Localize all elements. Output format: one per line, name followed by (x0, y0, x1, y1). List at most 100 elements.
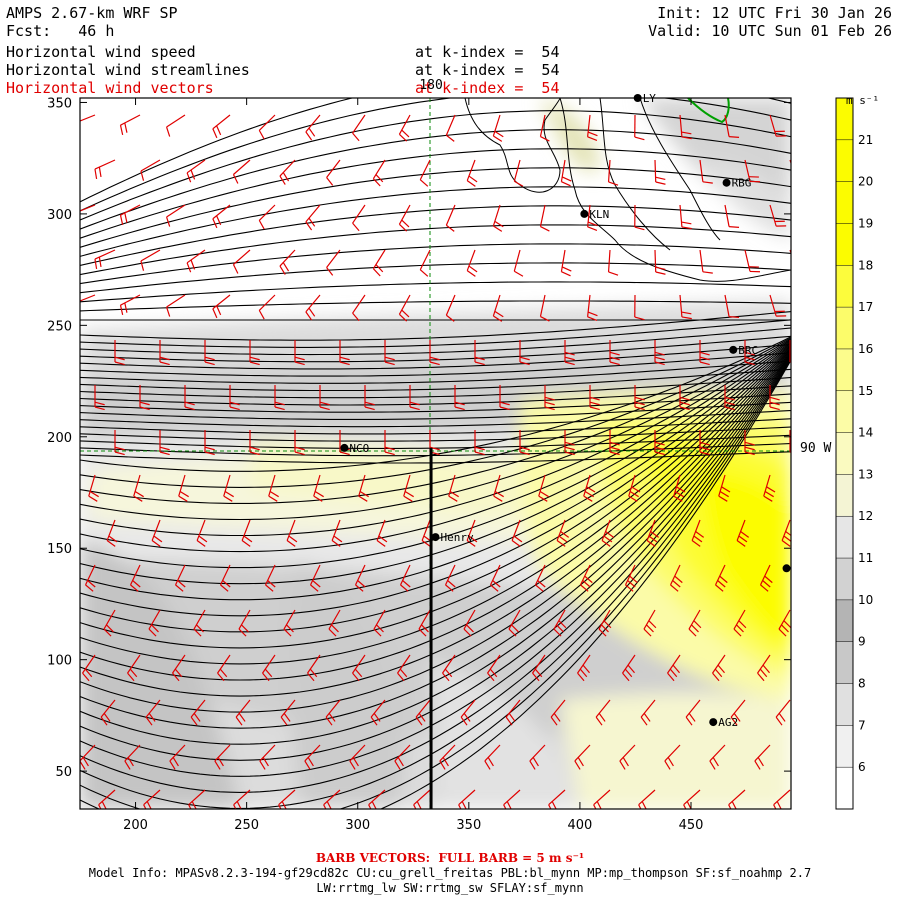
barb-feather (673, 495, 683, 502)
barb-feather (600, 624, 609, 633)
barb-feather (265, 584, 274, 592)
barb-shaft (223, 474, 231, 497)
barb-feather (593, 804, 597, 809)
barb-shaft (553, 609, 566, 630)
barb-feather (309, 668, 318, 678)
barb-feather (172, 757, 179, 767)
barb-feather (744, 361, 755, 366)
barb-shaft (699, 159, 704, 182)
barb-feather (153, 535, 163, 543)
barb-feather (419, 179, 429, 187)
barb-shaft (733, 609, 746, 630)
barb-feather (139, 401, 150, 406)
barb-feather (532, 757, 539, 767)
barb-shaft (166, 294, 186, 308)
streamline (80, 327, 791, 356)
barb-feather (240, 624, 249, 633)
barb-shaft (397, 654, 411, 674)
colorbar-label: 15 (858, 384, 873, 398)
barb-shaft (258, 294, 276, 311)
barb-feather (534, 668, 543, 678)
barb-shaft (489, 564, 501, 586)
barb-feather (538, 495, 548, 502)
barb-feather (582, 580, 591, 588)
barb-feather (650, 531, 660, 538)
barb-feather (372, 178, 381, 187)
streamline (80, 148, 791, 239)
barb-feather (511, 540, 521, 547)
streamline (80, 443, 791, 457)
colorbar-label: 14 (858, 426, 873, 440)
barb-feather (148, 628, 157, 637)
barb-shaft (259, 744, 276, 762)
barb-shaft (669, 564, 681, 586)
streamline (80, 355, 791, 777)
barb-feather (373, 712, 381, 722)
barb-shaft (607, 159, 611, 182)
barb-feather (204, 361, 215, 366)
barb-shaft (94, 159, 116, 170)
barb-shaft (487, 654, 501, 674)
barb-feather (442, 672, 450, 682)
barb-feather (310, 584, 319, 592)
streamline (80, 418, 791, 435)
barb-shaft (587, 114, 591, 137)
barb-feather (352, 757, 359, 767)
barb-feather (489, 668, 498, 678)
barb-feather (150, 624, 159, 633)
barb-feather (609, 446, 620, 451)
barb-feather (679, 396, 690, 401)
barb-feather (676, 486, 686, 493)
barb-shaft (769, 294, 777, 317)
barb-feather (238, 628, 247, 637)
station-label: NCO (349, 442, 369, 455)
barb-feather (124, 212, 128, 223)
barb-feather (544, 406, 555, 411)
barb-feather (579, 668, 588, 678)
barb-feather (283, 628, 292, 637)
barb-feather (349, 760, 356, 770)
barb-feather (307, 757, 314, 767)
barb-shaft (370, 699, 386, 718)
barb-feather (238, 712, 246, 722)
barb-feather (510, 624, 519, 633)
barb-feather (560, 531, 570, 538)
barb-feather (564, 361, 575, 366)
barb-feather (609, 441, 620, 446)
barb-shaft (548, 789, 566, 806)
barb-feather (634, 406, 645, 411)
barb-feather (781, 540, 791, 547)
barb-feather (654, 441, 665, 446)
barb-shaft (598, 609, 611, 630)
barb-feather (468, 535, 478, 543)
streamline (80, 376, 791, 399)
barb-feather (603, 535, 613, 543)
barb-feather (622, 672, 630, 682)
barb-shaft (442, 654, 456, 674)
streamline (80, 349, 791, 681)
barb-feather (403, 495, 413, 502)
barb-feather (655, 176, 666, 181)
barb-feather (762, 664, 770, 674)
barb-feather (198, 535, 208, 543)
streamline (80, 352, 791, 729)
barb-feather (513, 535, 523, 543)
barb-feather (140, 170, 145, 181)
barb-feather (108, 535, 118, 543)
barb-feather (80, 760, 86, 770)
barb-shaft (106, 519, 116, 541)
barb-feather (679, 406, 690, 411)
barb-feather (537, 580, 546, 588)
field-streamlines-name: Horizontal wind streamlines (6, 61, 250, 79)
barb-shaft (556, 519, 566, 541)
barb-feather (304, 760, 311, 770)
streamline (80, 351, 791, 713)
colorbar-swatch (836, 98, 853, 140)
barb-shaft (646, 519, 656, 541)
coastline (464, 98, 791, 282)
barb-feather (397, 757, 404, 767)
barb-feather (724, 406, 735, 411)
barb-feather (447, 580, 456, 588)
barb-feather (519, 446, 530, 451)
barb-feather (584, 490, 594, 498)
